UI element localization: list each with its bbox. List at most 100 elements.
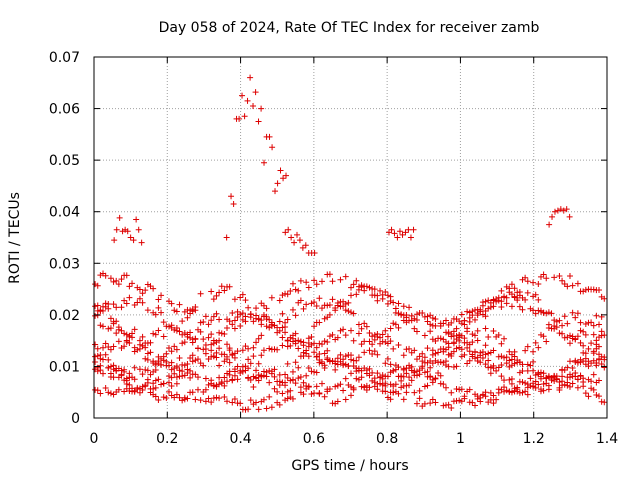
data-point — [543, 275, 550, 282]
data-point — [126, 283, 133, 290]
data-point — [506, 348, 513, 355]
data-point — [580, 288, 587, 295]
data-point — [516, 289, 523, 296]
data-point — [165, 379, 172, 386]
data-point — [226, 347, 233, 354]
data-point — [121, 366, 128, 373]
data-point — [218, 283, 225, 290]
data-point — [530, 293, 537, 300]
data-point — [130, 237, 137, 244]
data-point — [355, 367, 362, 374]
data-point — [437, 372, 444, 379]
data-point — [105, 325, 112, 332]
data-point — [553, 318, 560, 325]
data-point — [394, 234, 401, 241]
data-point — [445, 351, 452, 358]
data-point — [295, 345, 302, 352]
data-point — [115, 324, 122, 331]
data-point — [200, 318, 207, 325]
data-point — [269, 144, 276, 151]
data-point — [136, 295, 143, 302]
data-point — [216, 329, 223, 336]
data-point — [413, 372, 420, 379]
data-point — [142, 287, 149, 294]
data-point — [155, 296, 162, 303]
data-point — [184, 370, 191, 377]
data-point — [574, 359, 581, 366]
data-point — [442, 338, 449, 345]
data-point — [384, 292, 391, 299]
data-point — [493, 396, 500, 403]
data-point — [524, 289, 531, 296]
data-point — [239, 316, 246, 323]
data-point — [131, 326, 138, 333]
data-point — [479, 355, 486, 362]
data-point — [498, 304, 505, 311]
data-point — [171, 343, 178, 350]
data-point — [139, 333, 146, 340]
data-point — [126, 381, 133, 388]
data-point — [334, 398, 341, 405]
data-point — [559, 322, 566, 329]
data-point — [427, 321, 434, 328]
data-point — [179, 397, 186, 404]
data-point — [337, 381, 344, 388]
data-point — [569, 364, 576, 371]
data-point — [524, 367, 531, 374]
data-point — [495, 297, 502, 304]
data-point — [276, 297, 283, 304]
data-point — [522, 347, 529, 354]
data-point — [530, 307, 537, 314]
data-point — [419, 310, 426, 317]
data-point — [107, 275, 114, 282]
data-point — [355, 321, 362, 328]
data-point — [189, 389, 196, 396]
data-point — [173, 374, 180, 381]
data-point — [503, 283, 510, 290]
data-point — [516, 303, 523, 310]
data-point — [311, 323, 318, 330]
data-point — [297, 297, 304, 304]
data-point — [287, 377, 294, 384]
data-point — [279, 292, 286, 299]
data-point — [466, 318, 473, 325]
data-point — [574, 333, 581, 340]
data-point — [300, 339, 307, 346]
data-point — [464, 308, 471, 315]
data-point — [540, 381, 547, 388]
x-tick-label: 1.2 — [523, 431, 545, 447]
data-point — [279, 342, 286, 349]
data-point — [427, 328, 434, 335]
data-point — [601, 332, 608, 339]
data-point — [107, 363, 114, 370]
data-point — [390, 383, 397, 390]
data-point — [482, 389, 489, 396]
data-point — [147, 283, 154, 290]
data-point — [300, 349, 307, 356]
data-point — [387, 381, 394, 388]
data-point — [316, 295, 323, 302]
data-point — [100, 370, 107, 377]
data-point — [348, 309, 355, 316]
data-point — [407, 234, 414, 241]
data-point — [429, 396, 436, 403]
data-point — [419, 350, 426, 357]
data-point — [311, 390, 318, 397]
data-point — [410, 226, 417, 233]
data-point — [116, 214, 123, 221]
data-point — [596, 377, 603, 384]
data-point — [329, 278, 336, 285]
data-point — [498, 362, 505, 369]
data-point — [131, 301, 138, 308]
data-point — [596, 286, 603, 293]
data-point — [311, 340, 318, 347]
data-point — [448, 319, 455, 326]
data-point — [566, 332, 573, 339]
data-point — [224, 324, 231, 331]
data-point — [168, 300, 175, 307]
data-point — [171, 307, 178, 314]
data-point — [237, 294, 244, 301]
data-point — [187, 334, 194, 341]
data-point — [593, 312, 600, 319]
data-point — [572, 314, 579, 321]
